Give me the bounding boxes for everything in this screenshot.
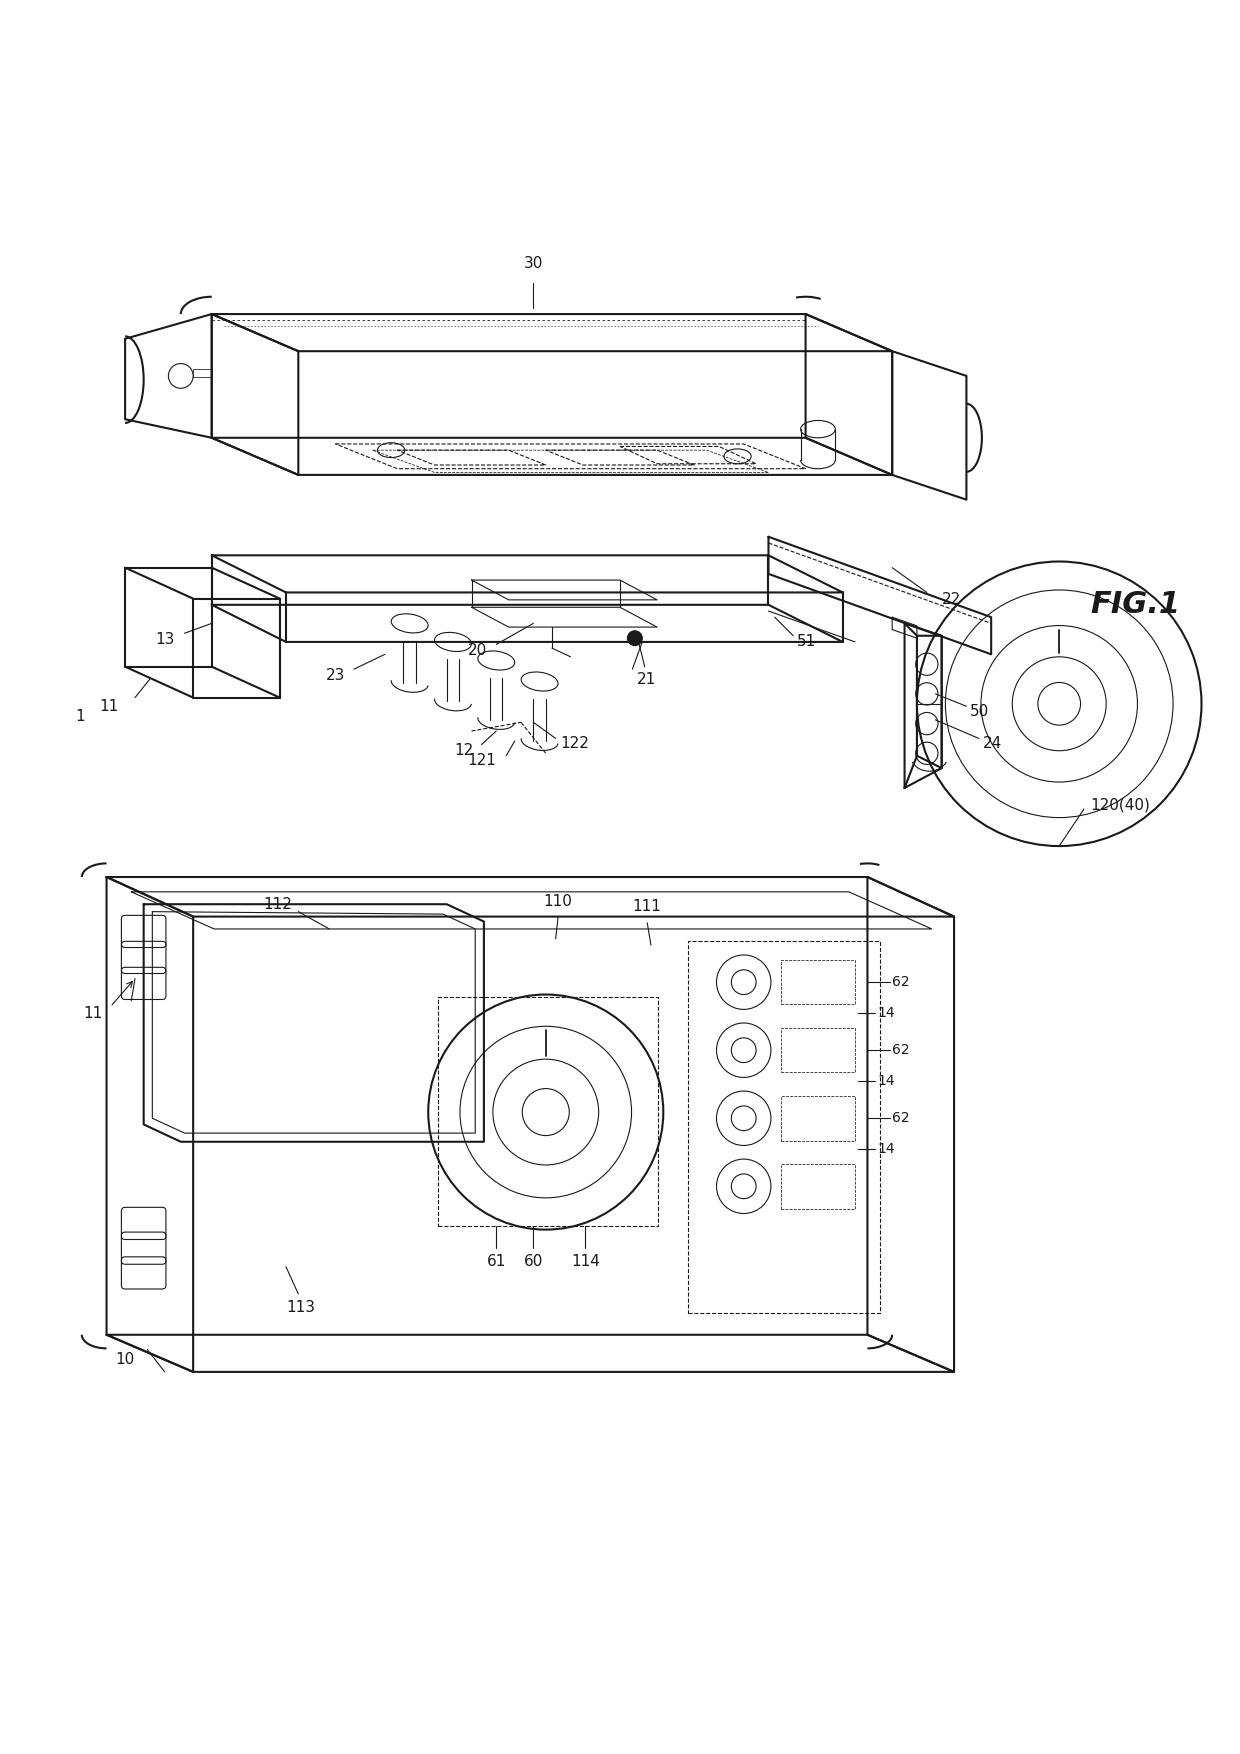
Text: 60: 60 (523, 1254, 543, 1270)
Text: 22: 22 (941, 593, 961, 607)
Text: 62: 62 (893, 975, 910, 989)
Text: 21: 21 (637, 672, 656, 686)
Text: 30: 30 (523, 256, 543, 270)
Text: 110: 110 (543, 895, 573, 909)
Text: 14: 14 (878, 1073, 895, 1087)
Text: 14: 14 (878, 1007, 895, 1021)
Text: 111: 111 (632, 900, 662, 914)
Text: 20: 20 (469, 644, 487, 658)
Bar (781, 1096, 856, 1140)
Text: 24: 24 (982, 737, 1002, 751)
Text: 61: 61 (486, 1254, 506, 1270)
Text: FIG.1: FIG.1 (1090, 591, 1180, 619)
Text: 10: 10 (115, 1352, 135, 1366)
Text: 1: 1 (76, 709, 86, 724)
Bar (688, 942, 880, 1312)
Text: 14: 14 (878, 1142, 895, 1156)
Text: 23: 23 (326, 668, 345, 682)
Text: 51: 51 (797, 635, 816, 649)
Bar (781, 959, 856, 1005)
Bar (781, 1165, 856, 1209)
Text: 62: 62 (893, 1044, 910, 1058)
Text: 11: 11 (99, 698, 119, 714)
Text: 113: 113 (286, 1300, 315, 1316)
Text: 122: 122 (560, 737, 589, 751)
Text: 121: 121 (467, 752, 496, 768)
Text: 11: 11 (83, 1005, 103, 1021)
Text: 12: 12 (455, 744, 474, 758)
Text: 114: 114 (570, 1254, 600, 1270)
Bar (438, 996, 658, 1226)
Text: 62: 62 (893, 1112, 910, 1126)
Circle shape (627, 631, 642, 645)
Text: 120(40): 120(40) (1090, 798, 1149, 812)
Bar (193, 368, 212, 377)
Bar (781, 1028, 856, 1072)
Text: 50: 50 (970, 703, 990, 719)
Text: 112: 112 (263, 896, 293, 912)
Text: 13: 13 (155, 631, 175, 647)
